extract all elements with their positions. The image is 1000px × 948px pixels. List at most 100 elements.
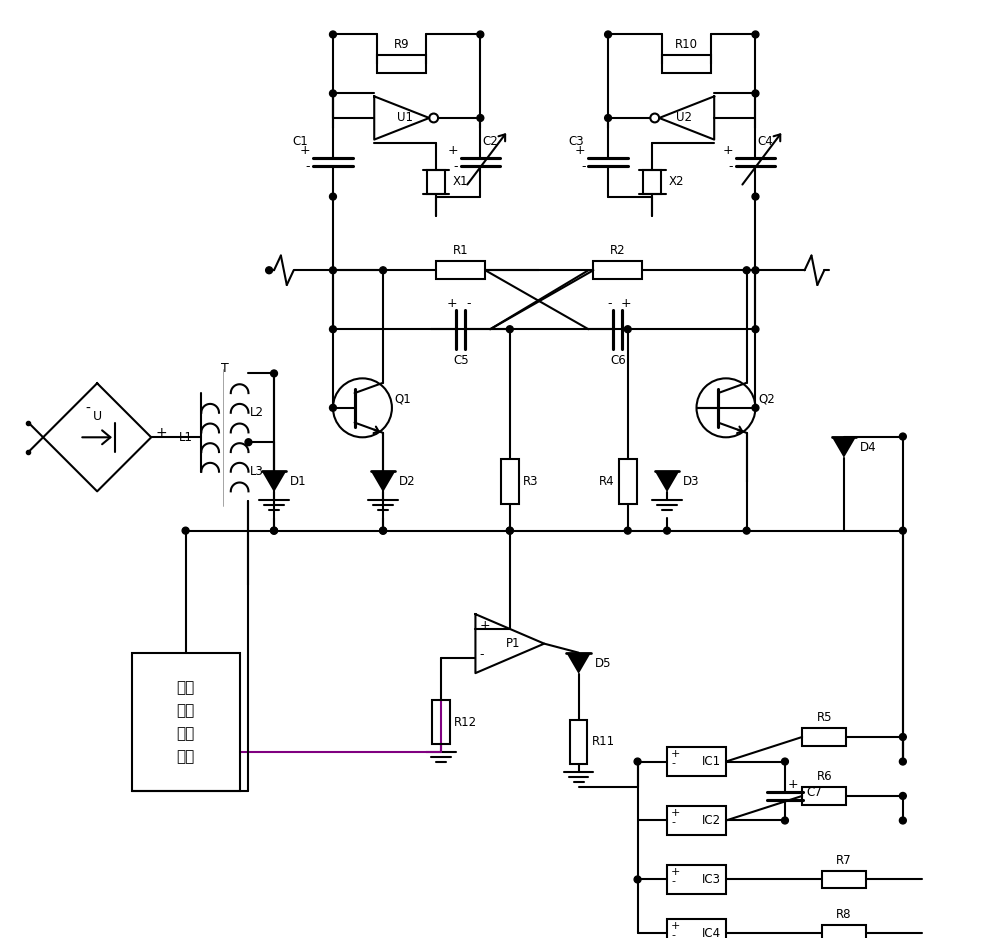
Text: D4: D4	[860, 441, 876, 454]
Circle shape	[752, 326, 759, 333]
Bar	[436, 262, 485, 279]
Text: +: +	[671, 808, 680, 817]
Text: +: +	[447, 144, 458, 157]
Circle shape	[245, 439, 252, 446]
Text: +: +	[575, 144, 585, 157]
Circle shape	[380, 527, 387, 534]
Text: C3: C3	[568, 135, 584, 148]
Text: IC2: IC2	[701, 814, 721, 827]
Circle shape	[330, 31, 336, 38]
Bar	[427, 170, 445, 193]
Bar	[667, 806, 726, 835]
Text: R12: R12	[454, 716, 477, 729]
Text: -: -	[85, 402, 90, 416]
Text: -: -	[788, 793, 792, 807]
Text: +: +	[671, 749, 680, 758]
Circle shape	[266, 266, 273, 274]
Text: C5: C5	[453, 354, 469, 367]
Bar	[619, 460, 637, 503]
Bar	[132, 653, 240, 791]
Text: R6: R6	[816, 770, 832, 783]
Circle shape	[899, 433, 906, 440]
Polygon shape	[371, 471, 395, 492]
Text: C4: C4	[757, 135, 773, 148]
Circle shape	[899, 793, 906, 799]
Text: L1: L1	[178, 430, 192, 444]
Text: -: -	[671, 817, 675, 828]
Text: R1: R1	[453, 245, 469, 258]
Text: +: +	[722, 144, 733, 157]
Text: R2: R2	[610, 245, 626, 258]
Text: 放大: 放大	[176, 726, 195, 741]
Bar	[570, 720, 587, 764]
Text: T: T	[221, 362, 229, 375]
Circle shape	[752, 266, 759, 274]
Text: -: -	[306, 160, 310, 173]
Text: D5: D5	[595, 657, 611, 670]
Circle shape	[477, 31, 484, 38]
Text: C2: C2	[482, 135, 498, 148]
Text: L2: L2	[249, 407, 263, 419]
Text: IC1: IC1	[701, 755, 721, 768]
Text: -: -	[467, 297, 471, 310]
Circle shape	[271, 527, 277, 534]
Text: D2: D2	[399, 475, 416, 488]
Circle shape	[605, 31, 612, 38]
Text: R9: R9	[394, 38, 410, 51]
Bar	[377, 55, 426, 73]
Text: -: -	[581, 160, 585, 173]
Text: +: +	[300, 144, 310, 157]
Circle shape	[899, 817, 906, 824]
Text: R5: R5	[816, 711, 832, 724]
Bar	[501, 460, 519, 503]
Text: X1: X1	[453, 175, 468, 189]
Polygon shape	[832, 436, 856, 458]
Circle shape	[664, 527, 670, 534]
Circle shape	[752, 31, 759, 38]
Circle shape	[380, 266, 387, 274]
Circle shape	[271, 527, 277, 534]
Circle shape	[782, 758, 788, 765]
Bar	[593, 262, 642, 279]
Circle shape	[752, 193, 759, 200]
Text: IC3: IC3	[701, 873, 720, 886]
Polygon shape	[655, 471, 679, 492]
Text: C1: C1	[293, 135, 308, 148]
Circle shape	[330, 193, 336, 200]
Bar	[822, 924, 866, 942]
Text: 保护: 保护	[176, 703, 195, 718]
Text: D1: D1	[290, 475, 307, 488]
Text: +: +	[155, 427, 167, 440]
Circle shape	[506, 527, 513, 534]
Circle shape	[330, 90, 336, 97]
Bar	[667, 865, 726, 894]
Circle shape	[634, 876, 641, 883]
Text: U1: U1	[397, 112, 413, 124]
Text: -: -	[728, 160, 733, 173]
Text: Q1: Q1	[395, 392, 412, 406]
Bar	[667, 919, 726, 948]
Text: L3: L3	[249, 465, 263, 478]
Circle shape	[752, 90, 759, 97]
Text: C6: C6	[610, 354, 626, 367]
Circle shape	[380, 527, 387, 534]
Text: -: -	[453, 160, 458, 173]
Circle shape	[743, 266, 750, 274]
Circle shape	[605, 115, 612, 121]
Circle shape	[899, 734, 906, 740]
Bar	[432, 701, 450, 744]
Circle shape	[743, 527, 750, 534]
Text: D3: D3	[683, 475, 699, 488]
Text: -: -	[671, 758, 675, 769]
Circle shape	[624, 527, 631, 534]
Polygon shape	[262, 471, 286, 492]
Text: IC4: IC4	[701, 927, 721, 940]
Text: R3: R3	[523, 475, 538, 488]
Text: Q2: Q2	[758, 392, 775, 406]
Text: C7: C7	[807, 786, 822, 799]
Text: R10: R10	[675, 38, 698, 51]
Text: -: -	[671, 930, 675, 940]
Circle shape	[330, 266, 336, 274]
Text: U: U	[93, 410, 102, 423]
Circle shape	[506, 527, 513, 534]
